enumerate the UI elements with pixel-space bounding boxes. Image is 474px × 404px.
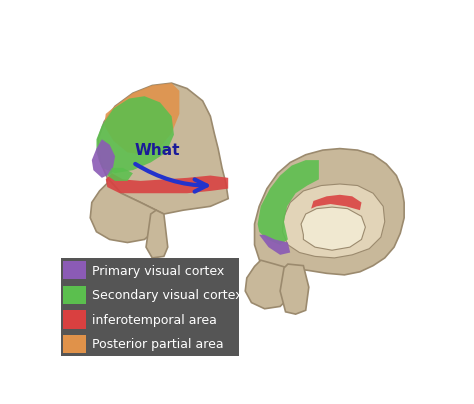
Text: Posterior partial area: Posterior partial area bbox=[92, 339, 223, 351]
Text: Primary visual cortex: Primary visual cortex bbox=[92, 265, 224, 278]
Polygon shape bbox=[104, 83, 179, 155]
Polygon shape bbox=[146, 210, 168, 258]
FancyBboxPatch shape bbox=[61, 332, 239, 356]
Text: Secondary visual cortex: Secondary visual cortex bbox=[92, 289, 242, 302]
Polygon shape bbox=[283, 184, 385, 258]
Polygon shape bbox=[96, 96, 174, 173]
Polygon shape bbox=[90, 178, 160, 242]
FancyBboxPatch shape bbox=[61, 307, 239, 332]
Polygon shape bbox=[92, 139, 115, 178]
FancyBboxPatch shape bbox=[61, 258, 239, 282]
Polygon shape bbox=[98, 83, 228, 214]
FancyBboxPatch shape bbox=[61, 282, 239, 307]
FancyBboxPatch shape bbox=[63, 286, 86, 304]
FancyBboxPatch shape bbox=[63, 310, 86, 329]
Text: inferotemporal area: inferotemporal area bbox=[92, 314, 217, 327]
Text: What: What bbox=[135, 143, 180, 158]
Polygon shape bbox=[301, 207, 365, 250]
Polygon shape bbox=[245, 260, 296, 309]
Polygon shape bbox=[107, 168, 133, 181]
Polygon shape bbox=[311, 195, 362, 210]
Polygon shape bbox=[259, 235, 290, 255]
Polygon shape bbox=[258, 160, 319, 245]
Polygon shape bbox=[106, 173, 228, 193]
FancyBboxPatch shape bbox=[63, 261, 86, 280]
Polygon shape bbox=[280, 264, 309, 314]
Polygon shape bbox=[255, 149, 404, 275]
FancyBboxPatch shape bbox=[63, 335, 86, 354]
